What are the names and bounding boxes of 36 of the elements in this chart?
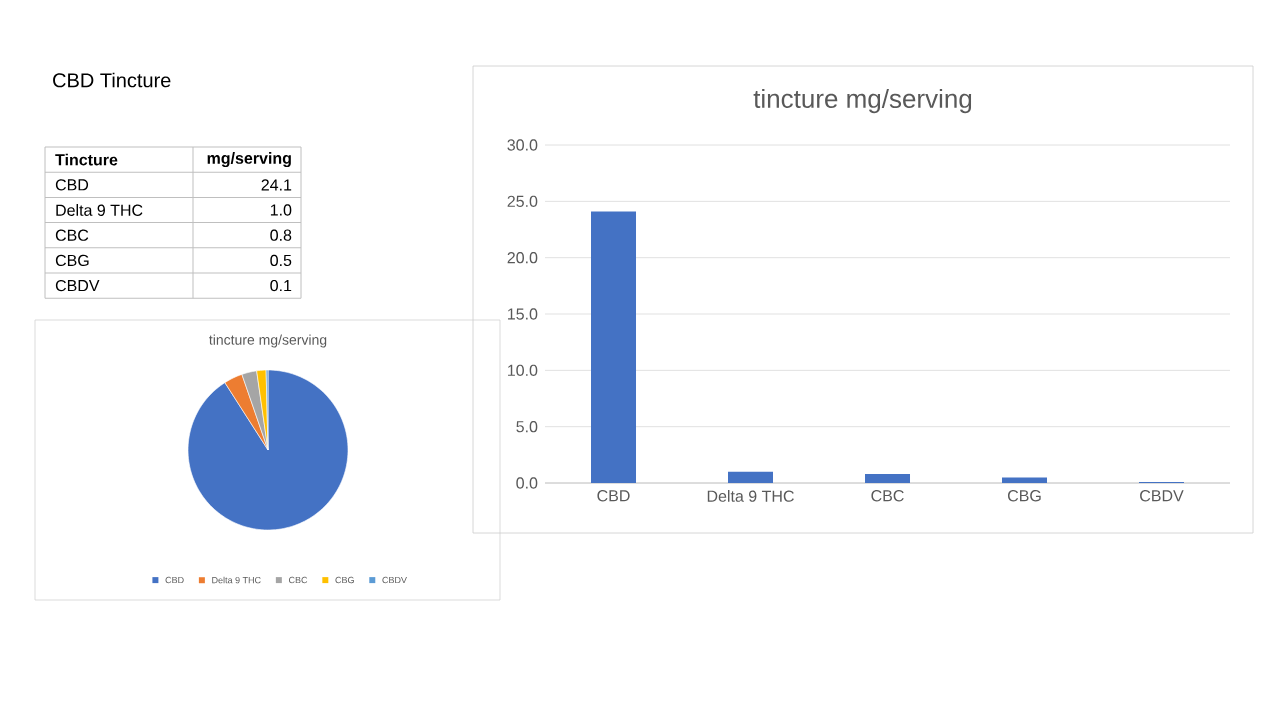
bar [865,474,910,484]
x-tick-label: CBDV [1140,490,1184,502]
category-label: CBC [55,229,89,241]
text: 0.1 [270,279,292,292]
y-tick-label: 0.0 [516,477,538,489]
text: 24.1 [261,179,292,191]
y-tick-label: 15.0 [508,308,538,320]
x-tick-label: Delta 9 THC [707,490,794,502]
x-tick-label: CBD [597,490,630,502]
text: 0.5 [270,254,292,267]
legend-label: CBDV [382,576,407,584]
x-tick-label: CBG [1007,490,1041,502]
y-tick-label: 20.0 [507,252,538,264]
chart-title: tincture mg/serving [209,334,327,348]
y-tick-label: 10.0 [508,364,538,377]
category-label: Delta 9 THC [56,204,143,216]
legend-label: Delta 9 THC [212,576,261,584]
x-tick-label: CBC [871,490,904,502]
category-label: CBG [55,254,89,267]
text: CBD Tincture [53,72,171,88]
legend-label: CBG [335,576,354,584]
bar [591,211,637,484]
legend-label: CBD [165,576,184,584]
chart-title: tincture mg/serving [753,88,972,114]
legend-label: CBC [288,576,308,584]
text: mg/serving [207,152,291,168]
y-tick-label: 25.0 [507,195,538,208]
y-tick-label: 30.0 [507,139,538,151]
category-label: CBDV [55,279,100,292]
category-label: CBD [55,179,89,191]
text: Tincture [55,153,118,166]
text: 0.8 [270,229,292,241]
y-tick-label: 5.0 [516,421,538,433]
bar [728,471,773,484]
bar [1002,477,1048,484]
text: 1.0 [270,204,292,216]
